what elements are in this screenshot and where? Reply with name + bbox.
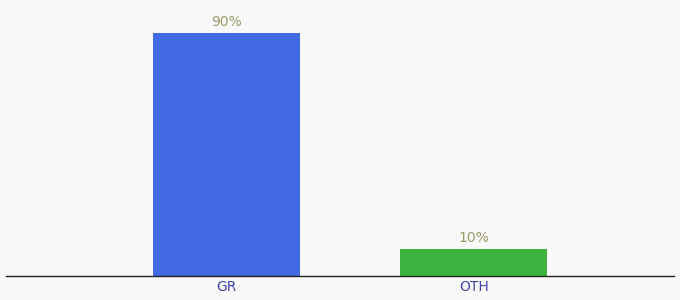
Bar xyxy=(401,249,547,276)
Bar xyxy=(153,33,300,276)
Text: 10%: 10% xyxy=(458,230,489,244)
Text: 90%: 90% xyxy=(211,14,241,28)
